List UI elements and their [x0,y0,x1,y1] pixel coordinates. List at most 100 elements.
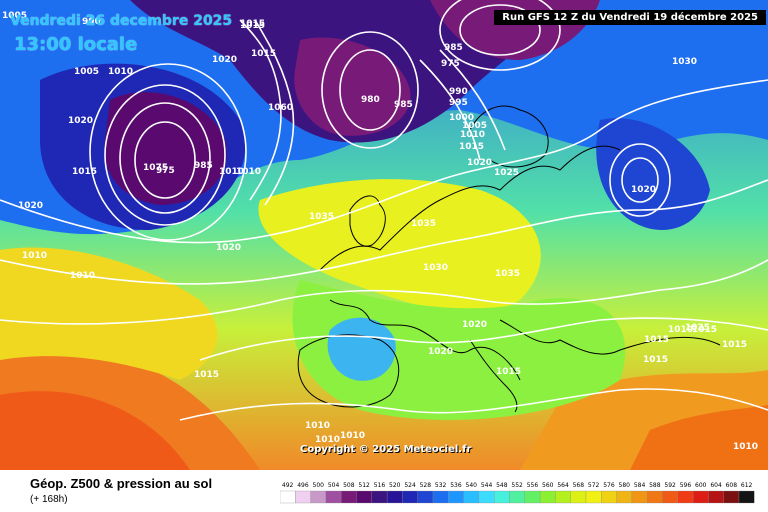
coastline-iberia [297,334,400,408]
scale-swatch [356,490,372,504]
isobar-label: 1060 [268,103,293,113]
scale-value: 612 [741,482,753,489]
legend-title: Géop. Z500 & pression au sol [30,476,213,491]
green-zone-central [292,280,626,420]
scale-swatch [463,490,480,504]
isobar-label: 975 [441,59,460,69]
isobar-label: 1010 [219,167,244,177]
scale-swatch [662,490,678,504]
isobar-label: 980 [361,95,380,105]
scale-swatch [601,490,617,504]
scale-value: 584 [634,482,646,489]
scale-value: 496 [297,482,309,489]
scale-value: 532 [435,482,447,489]
scale-swatch [631,490,648,504]
isobar-label: 990 [82,17,101,27]
scale-swatch [371,490,388,504]
local-time: 13:00 locale [14,34,138,55]
scale-swatch [738,490,755,504]
scale-value: 600 [695,482,707,489]
scale-swatch [341,490,357,504]
scale-swatch [692,490,709,504]
scale-swatch [325,490,342,504]
scale-swatch [478,490,495,504]
deep-low-north-core [294,37,411,136]
scale-value: 588 [649,482,661,489]
scale-swatch [448,490,464,504]
scale-value: 516 [374,482,386,489]
isobar-label: 1010 [315,435,340,445]
scale-swatch [570,490,587,504]
scale-value: 556 [527,482,539,489]
scale-value: 512 [358,482,370,489]
isobar-label: 1020 [216,243,241,253]
scale-value: 540 [466,482,478,489]
scale-value: 524 [404,482,416,489]
valid-date: Vendredi 26 decembre 2025 [10,13,233,29]
isobar-label: 1010 [70,271,95,281]
isobar-label: 1015 [194,370,219,380]
yellow-zone-west [0,247,218,380]
isobar-label: 1015 [251,49,276,59]
scale-value: 536 [450,482,462,489]
lead-time: (+ 168h) [30,494,68,505]
coastline-europe [319,145,721,381]
isobar-label: 1030 [423,263,448,273]
scale-swatch [509,490,525,504]
isobar-label: 1015 [643,355,668,365]
isobar-label: 1010 [108,67,133,77]
scale-value: 564 [557,482,569,489]
isobar-label: 1010 [668,325,693,335]
warm-zone-south-2 [0,391,190,470]
scale-swatch [647,490,663,504]
scale-value: 552 [511,482,523,489]
scale-value: 544 [481,482,493,489]
isobar-label: 1030 [672,57,697,67]
isobar-label: 975 [156,166,175,176]
scale-swatch [402,490,418,504]
isobar-label: 1015 [459,142,484,152]
scale-value: 596 [680,482,692,489]
scale-value: 608 [726,482,738,489]
scale-swatch [494,490,510,504]
isobar-label: 985 [444,43,463,53]
scale-swatch [708,490,724,504]
scale-value: 592 [664,482,676,489]
scale-swatch [524,490,541,504]
isobar-label: 1010 [22,251,47,261]
isobar-label: 1035 [495,269,520,279]
isobar-label: 1010 [236,167,261,177]
isobar-label: 1025 [685,323,710,333]
isobar-label: 985 [394,100,413,110]
isobar-label: 1010 [733,442,758,452]
scale-swatch [616,490,633,504]
scale-value: 548 [496,482,508,489]
scale-value: 580 [619,482,631,489]
isobar-label: 1015 [72,167,97,177]
scale-swatch [723,490,740,504]
scale-value: 576 [603,482,615,489]
scale-value: 560 [542,482,554,489]
scale-swatch [310,490,327,504]
scale-value: 604 [710,482,722,489]
scale-value: 492 [282,482,294,489]
yellow-zone-central [258,179,541,313]
deep-low-west [104,92,227,205]
run-info: Run GFS 12 Z du Vendredi 19 décembre 202… [494,10,766,25]
isobar-label: 1015 [692,325,717,335]
warm-zone-se-2 [630,405,768,470]
isobar-label: 1020 [631,185,656,195]
isobar-lines [0,0,768,420]
isobar-label: 995 [449,98,468,108]
isobar-label: 1015 [240,21,265,31]
scale-swatch [417,490,434,504]
isobar-label: 1015 [496,367,521,377]
isobar-label: 1020 [462,320,487,330]
scale-value: 500 [313,482,325,489]
coastline-britain [349,195,386,247]
isobar-label: 1005 [2,11,27,21]
isobar-label: 1075 [143,163,168,173]
scale-value: 508 [343,482,355,489]
isobar-label: 1020 [68,116,93,126]
